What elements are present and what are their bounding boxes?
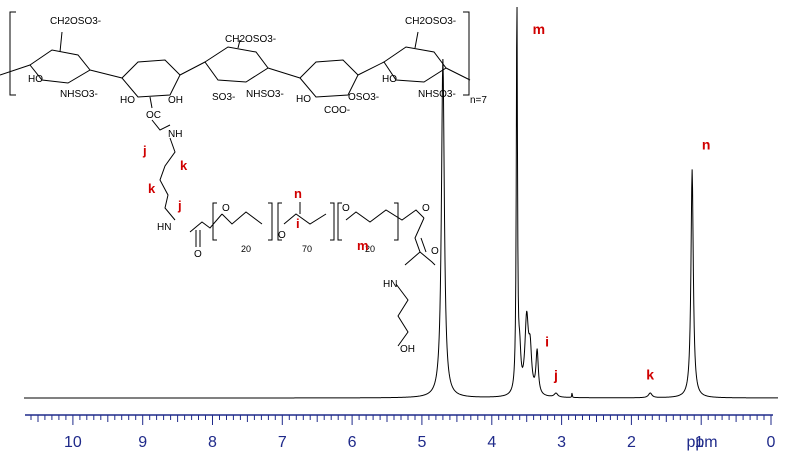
o-2: O	[278, 230, 286, 241]
chain-label-k1: k	[180, 158, 188, 173]
x-tick-label-9: 9	[138, 434, 147, 451]
x-axis-unit-label: ppm	[686, 434, 717, 451]
x-tick-label-8: 8	[208, 434, 217, 451]
x-axis-tick-labels: 10 9 8 7 6 5 4 3 2 1 0	[64, 434, 776, 451]
end-nh: HN	[383, 279, 397, 290]
x-axis: 10 9 8 7 6 5 4 3 2 1 0 ppm	[25, 414, 776, 451]
x-tick-label-7: 7	[278, 434, 287, 451]
ring-2	[121, 59, 181, 98]
ring3-bottom: NHSO3-	[246, 89, 284, 100]
peak-label-m: m	[533, 21, 545, 37]
x-tick-label-3: 3	[557, 434, 566, 451]
chain	[189, 209, 425, 233]
ring3-top: CH2OSO3-	[225, 34, 276, 45]
left-bracket	[9, 11, 16, 96]
repeat-count: n=7	[470, 95, 487, 106]
o-4: O	[422, 203, 430, 214]
ring2-right: OH	[168, 95, 183, 106]
x-axis-ticks	[30, 415, 772, 425]
carbonyl-oxygen: O	[194, 249, 202, 260]
ring1-left: HO	[28, 74, 43, 85]
ring1-top: CH2OSO3-	[50, 16, 101, 27]
seg-bracket-3	[337, 202, 399, 241]
x-tick-label-2: 2	[627, 434, 636, 451]
peo1-count: 20	[241, 244, 251, 254]
x-tick-label-5: 5	[417, 434, 426, 451]
chain-label-j1: j	[142, 143, 147, 158]
ring1-bottom: NHSO3-	[60, 89, 98, 100]
x-tick-label-10: 10	[64, 434, 82, 451]
ring5-top: CH2OSO3-	[405, 16, 456, 27]
carbamate	[395, 217, 436, 347]
seg-bracket-2	[277, 202, 335, 241]
ring3-bottom-left: SO3-	[212, 92, 235, 103]
ring-3	[204, 46, 269, 83]
peak-label-j: j	[553, 367, 558, 383]
ppo-label-i: i	[296, 216, 300, 231]
peo2-count: 20	[365, 244, 375, 254]
link-1	[0, 61, 471, 81]
ring4-left: HO	[296, 94, 311, 105]
carbonyl-bond	[195, 230, 201, 247]
peo-label-m: m	[357, 238, 369, 253]
amide-nh: HN	[157, 222, 171, 233]
o-3: O	[342, 203, 350, 214]
ch2-stubs	[59, 31, 419, 53]
spectrum-trace	[24, 6, 778, 399]
ring2-left: HO	[120, 95, 135, 106]
molecule-structure	[0, 11, 471, 347]
peak-label-i: i	[545, 334, 549, 350]
linker-oc: OC	[146, 110, 161, 121]
carbamate-oxygen: O	[431, 246, 439, 257]
ring5-bottom: NHSO3-	[418, 89, 456, 100]
ppo-label-n: n	[294, 186, 302, 201]
linker-nh: NH	[168, 129, 182, 140]
x-tick-label-1: 1	[695, 434, 704, 451]
chain-label-j2: j	[177, 198, 182, 213]
x-tick-label-4: 4	[487, 434, 496, 451]
seg-bracket-1	[212, 202, 273, 241]
x-tick-label-0: 0	[767, 434, 776, 451]
nmr-spectrum	[24, 6, 778, 399]
peak-labels: m i j k n	[533, 21, 711, 383]
peak-label-k: k	[646, 366, 654, 382]
linker	[149, 96, 176, 221]
right-bracket	[463, 11, 470, 96]
ring5-left: HO	[382, 74, 397, 85]
x-tick-label-6: 6	[348, 434, 357, 451]
end-oh: OH	[400, 344, 415, 355]
peak-label-n: n	[702, 137, 711, 153]
structure-labels: CH2OSO3- HO NHSO3- HO OH CH2OSO3- SO3- N…	[28, 16, 487, 355]
ring4-right: OSO3-	[348, 92, 379, 103]
o-1: O	[222, 203, 230, 214]
ring4-bottom: COO-	[324, 105, 350, 116]
chain-label-k2: k	[148, 181, 156, 196]
ppo-count: 70	[302, 244, 312, 254]
